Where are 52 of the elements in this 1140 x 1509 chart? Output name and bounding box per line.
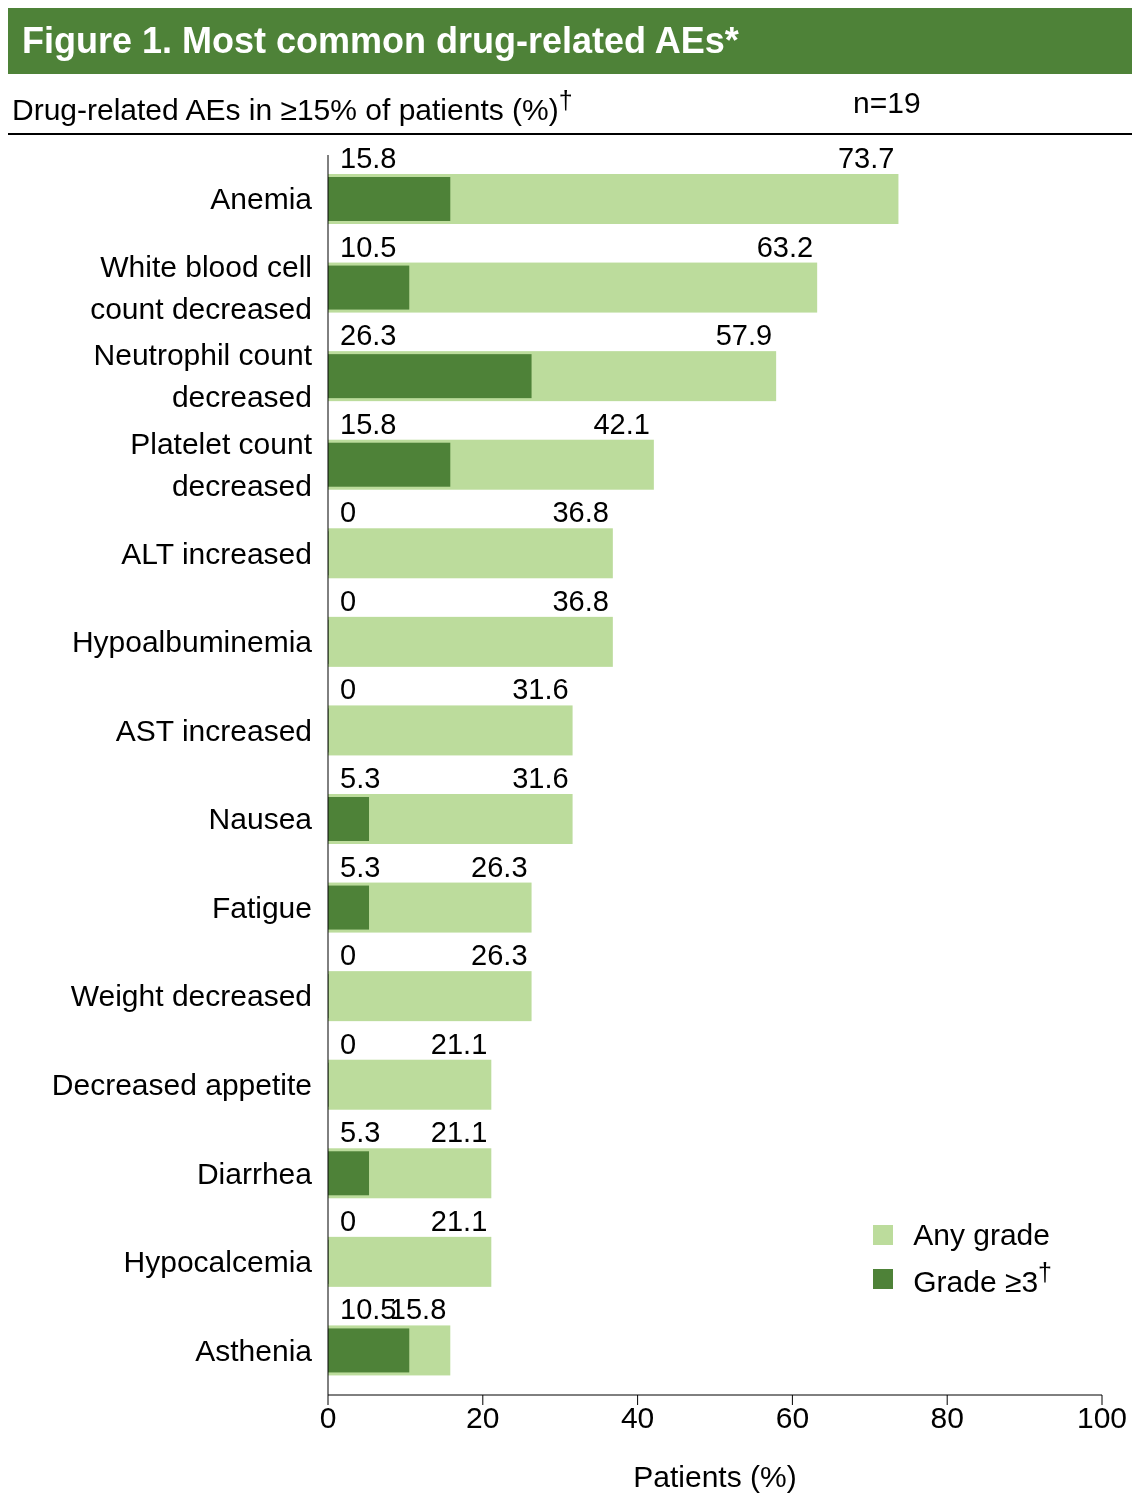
data-label: 5.3 — [340, 1116, 381, 1149]
data-label: 0 — [340, 496, 357, 529]
data-label: 10.5 — [340, 230, 397, 263]
y-tick-label: Anemia — [210, 182, 313, 216]
y-tick-label: Decreased appetite — [51, 1068, 312, 1101]
y-tick-label: Fatigue — [211, 890, 312, 924]
y-tick-label: White blood cell count decreased — [90, 249, 312, 325]
x-tick-label: 80 — [930, 1401, 964, 1435]
y-tick-label: Nausea — [208, 802, 313, 836]
y-tick-label: Hypocalcemia — [123, 1245, 313, 1279]
y-tick-label: Neutrophil count decreased — [93, 338, 313, 414]
data-label: 36.8 — [552, 496, 609, 529]
data-label: 5.3 — [340, 762, 381, 794]
data-label: 0 — [340, 673, 357, 706]
data-label: 36.8 — [552, 584, 609, 617]
data-label: 26.3 — [340, 319, 397, 352]
y-tick-label: ALT increased — [121, 536, 312, 570]
data-label: 42.1 — [593, 407, 650, 440]
data-label: 15.8 — [340, 407, 397, 440]
y-tick-label: Platelet count decreased — [130, 427, 313, 502]
data-label: 26.3 — [471, 850, 528, 883]
x-tick-label: 100 — [1076, 1401, 1128, 1435]
data-label: 15.8 — [340, 142, 397, 174]
data-label: 21.1 — [430, 1204, 488, 1237]
legend-label: Any grade — [913, 1218, 1050, 1252]
data-label: 31.6 — [512, 762, 569, 794]
x-tick-label: 20 — [466, 1401, 500, 1435]
x-tick-label: 60 — [775, 1401, 810, 1435]
data-label: 5.3 — [340, 850, 381, 883]
data-label: 63.2 — [756, 230, 814, 263]
data-label: 21.1 — [430, 1116, 488, 1149]
data-label: 0 — [340, 939, 357, 972]
data-label: 57.9 — [715, 319, 773, 352]
y-tick-label: Diarrhea — [196, 1156, 313, 1190]
chart-title: Figure 1. Most common drug-related AEs* — [8, 8, 1132, 74]
text: n=19 — [853, 86, 921, 120]
data-label: 73.7 — [837, 142, 895, 174]
legend-label: Grade ≥3$^{†}$ — [913, 1258, 1052, 1299]
y-tick-label: AST increased — [115, 713, 312, 747]
data-label: 26.3 — [471, 939, 528, 972]
y-tick-label: Weight decreased — [70, 979, 312, 1013]
data-label: 0 — [340, 1204, 357, 1237]
data-label: 21.1 — [430, 1027, 488, 1060]
x-tick-label: 0 — [319, 1401, 337, 1435]
data-label: 0 — [340, 1027, 357, 1060]
x-axis-title: Patients (%) — [633, 1460, 797, 1493]
chart-subtitle: Drug-related AEs in ≥15% of patients (%)$^{†}$ — [12, 86, 573, 126]
x-tick-label: 40 — [620, 1401, 655, 1435]
y-tick-label: Hypoalbuminemia — [71, 625, 313, 659]
y-tick-label: Asthenia — [195, 1333, 313, 1367]
data-label: 0 — [340, 584, 357, 617]
data-label: 31.6 — [512, 673, 569, 706]
